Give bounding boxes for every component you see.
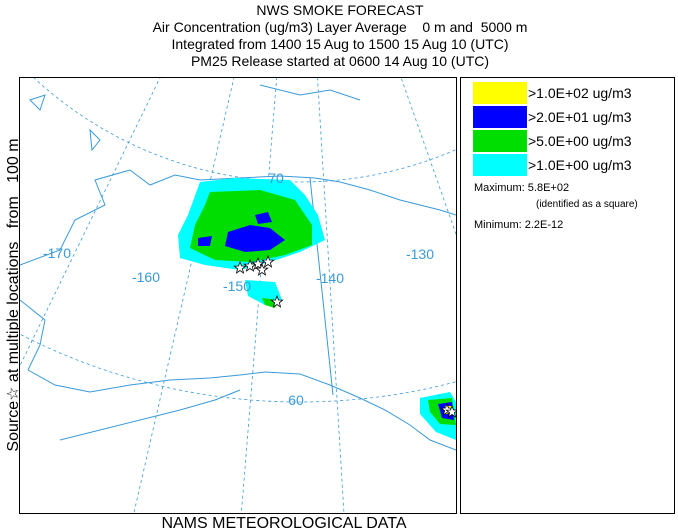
legend-label: >1.0E+02 ug/m3 — [528, 85, 632, 101]
title: NWS SMOKE FORECAST — [256, 2, 424, 18]
source-marker — [445, 404, 456, 418]
meridian — [400, 78, 456, 236]
footer: NAMS METEOROLOGICAL DATA — [161, 515, 406, 532]
coastline — [59, 389, 241, 441]
source-marker — [261, 254, 275, 268]
map-label: -140 — [316, 270, 344, 286]
maximum: Maximum: 5.8E+02 — [474, 182, 569, 194]
coastline — [20, 169, 456, 266]
map-label: -160 — [132, 269, 160, 285]
minimum: Minimum: 2.2E-12 — [474, 219, 563, 231]
smoke-contour — [245, 280, 282, 305]
smoke-contour — [225, 225, 285, 252]
meridian — [133, 78, 235, 513]
map-label: 60 — [288, 392, 304, 408]
legend-swatch — [473, 154, 527, 176]
legend: >1.0E+02 ug/m3 >2.0E+01 ug/m3 >5.0E+00 ug/… — [473, 82, 632, 176]
legend-label: >1.0E+00 ug/m3 — [528, 157, 632, 173]
header-line: Integrated from 1400 15 Aug to 1500 15 A… — [172, 36, 509, 52]
map-label: -150 — [223, 278, 251, 294]
coastline — [27, 369, 456, 451]
source-marker — [270, 294, 284, 308]
map-label: -170 — [43, 245, 71, 261]
legend-label: >5.0E+00 ug/m3 — [528, 133, 632, 149]
legend-swatch — [473, 82, 527, 104]
smoke-plume — [178, 178, 456, 440]
map-frame — [19, 77, 457, 514]
meridian — [240, 78, 278, 513]
smoke-contour — [255, 212, 272, 224]
maximum-note: (identified as a square) — [536, 199, 638, 210]
map-labels: -170 -160 -150 -140 -130 70 60 — [43, 170, 434, 408]
legend-swatch — [473, 130, 527, 152]
map-label: 70 — [268, 170, 284, 186]
header-line: Air Concentration (ug/m3) Layer Average … — [153, 19, 528, 35]
map-label: -130 — [406, 246, 434, 262]
legend-label: >2.0E+01 ug/m3 — [528, 109, 632, 125]
legend-swatch — [473, 106, 527, 128]
lat-circle — [20, 333, 456, 403]
header-line: PM25 Release started at 0600 14 Aug 10 (… — [191, 53, 489, 69]
coastline — [20, 299, 46, 371]
source-marker — [251, 256, 265, 270]
smoke-contour — [198, 236, 212, 246]
side-label: Source☆ at multiple locations from 100 m — [5, 138, 22, 451]
source-marker — [255, 262, 269, 276]
coastline — [29, 84, 361, 152]
source-marker — [233, 260, 247, 274]
